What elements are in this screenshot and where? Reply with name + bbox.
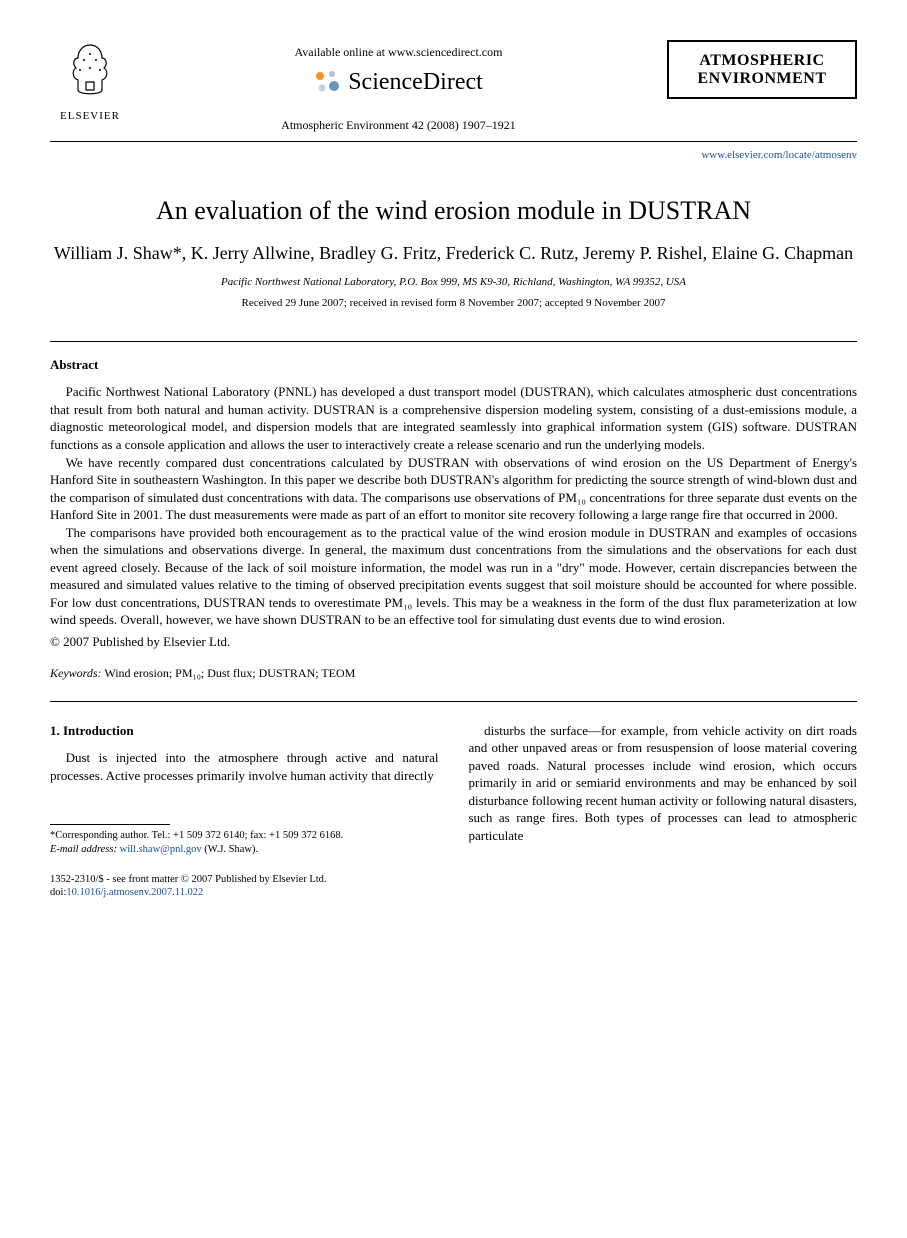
bottom-meta: 1352-2310/$ - see front matter © 2007 Pu…: [50, 873, 439, 900]
authors-list: William J. Shaw*, K. Jerry Allwine, Brad…: [50, 242, 857, 265]
doi-link[interactable]: 10.1016/j.atmosenv.2007.11.022: [66, 887, 203, 898]
sciencedirect-logo: ScienceDirect: [130, 66, 667, 98]
page-header: ELSEVIER Available online at www.science…: [50, 40, 857, 142]
sciencedirect-text: ScienceDirect: [348, 66, 483, 98]
journal-block: ATMOSPHERIC ENVIRONMENT: [667, 40, 857, 99]
body-columns: 1. Introduction Dust is injected into th…: [50, 722, 857, 900]
right-column: disturbs the surface—for example, from v…: [469, 722, 858, 900]
divider-bottom: [50, 701, 857, 702]
article-title: An evaluation of the wind erosion module…: [50, 193, 857, 228]
abstract-copyright: © 2007 Published by Elsevier Ltd.: [50, 633, 857, 651]
header-center: Available online at www.sciencedirect.co…: [130, 40, 667, 133]
keywords-text: Wind erosion; PM₁₀; Dust flux; DUSTRAN; …: [102, 666, 356, 680]
footnote-divider: [50, 824, 170, 825]
abstract-p1: Pacific Northwest National Laboratory (P…: [50, 383, 857, 453]
email-author-name: (W.J. Shaw).: [204, 844, 258, 855]
article-dates: Received 29 June 2007; received in revis…: [50, 296, 857, 311]
intro-right-text: disturbs the surface—for example, from v…: [469, 722, 858, 845]
email-label: E-mail address:: [50, 844, 117, 855]
elsevier-logo: ELSEVIER: [50, 40, 130, 123]
email-footnote: E-mail address: will.shaw@pnl.gov (W.J. …: [50, 843, 439, 857]
sciencedirect-icon: [314, 68, 342, 96]
issn-line: 1352-2310/$ - see front matter © 2007 Pu…: [50, 873, 439, 887]
intro-left-text: Dust is injected into the atmosphere thr…: [50, 749, 439, 784]
affiliation-text: Pacific Northwest National Laboratory, P…: [50, 275, 857, 290]
doi-line: doi:10.1016/j.atmosenv.2007.11.022: [50, 886, 439, 900]
keywords-line: Keywords: Wind erosion; PM₁₀; Dust flux;…: [50, 665, 857, 681]
keywords-label: Keywords:: [50, 666, 102, 680]
intro-heading: 1. Introduction: [50, 722, 439, 740]
journal-url-link[interactable]: www.elsevier.com/locate/atmosenv: [50, 148, 857, 163]
journal-box: ATMOSPHERIC ENVIRONMENT: [667, 40, 857, 99]
abstract-p3: The comparisons have provided both encou…: [50, 524, 857, 629]
available-online-text: Available online at www.sciencedirect.co…: [130, 44, 667, 60]
abstract-body: Pacific Northwest National Laboratory (P…: [50, 383, 857, 629]
citation-text: Atmospheric Environment 42 (2008) 1907–1…: [130, 117, 667, 133]
journal-name-2: ENVIRONMENT: [677, 70, 847, 88]
divider-top: [50, 341, 857, 342]
elsevier-tree-icon: [60, 40, 120, 100]
abstract-p2: We have recently compared dust concentra…: [50, 454, 857, 524]
journal-name-1: ATMOSPHERIC: [677, 52, 847, 70]
corresponding-author-note: *Corresponding author. Tel.: +1 509 372 …: [50, 829, 439, 843]
doi-label: doi:: [50, 887, 66, 898]
author-email-link[interactable]: will.shaw@pnl.gov: [120, 844, 202, 855]
left-column: 1. Introduction Dust is injected into th…: [50, 722, 439, 900]
elsevier-text: ELSEVIER: [50, 109, 130, 124]
abstract-heading: Abstract: [50, 356, 857, 374]
